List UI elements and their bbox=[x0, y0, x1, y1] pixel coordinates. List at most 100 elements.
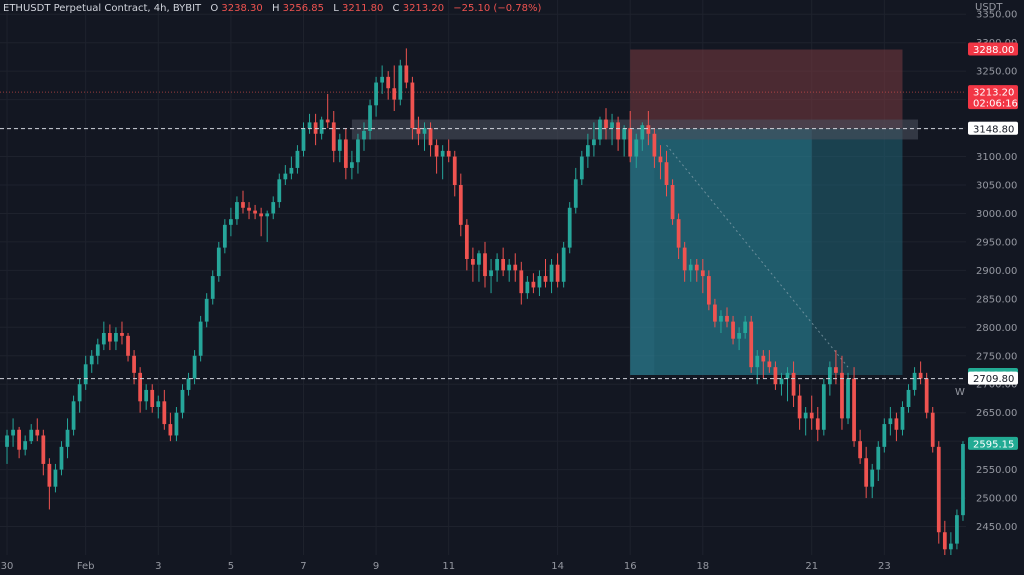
price-tag: 2709.80 bbox=[968, 371, 1018, 385]
time-tick-label: 16 bbox=[624, 561, 637, 572]
candle-body bbox=[797, 395, 802, 419]
legend-header: ETHUSDT Perpetual Contract, 4h, BYBIT O … bbox=[3, 3, 541, 14]
candle-body bbox=[555, 264, 560, 282]
candle-body bbox=[942, 532, 947, 550]
candle-body bbox=[676, 219, 681, 248]
candle-body bbox=[894, 418, 899, 430]
candle-body bbox=[416, 128, 421, 134]
candle-body bbox=[77, 384, 82, 402]
price-tick-label: 2500.00 bbox=[976, 494, 1017, 505]
price-tick-label: 2700.00 bbox=[976, 380, 1017, 391]
price-tag-value: 2709.80 bbox=[973, 374, 1014, 385]
candle-body bbox=[180, 389, 185, 413]
candle-body bbox=[585, 145, 590, 157]
candle-body bbox=[592, 139, 596, 146]
time-tick-label: 7 bbox=[300, 561, 306, 572]
candle-body bbox=[47, 463, 52, 487]
candle-body bbox=[549, 264, 554, 282]
candle-body bbox=[821, 384, 826, 430]
candle-body bbox=[858, 441, 862, 459]
candle-body bbox=[452, 156, 457, 185]
candle-body bbox=[101, 333, 106, 345]
candle-body bbox=[900, 407, 905, 430]
candle-body bbox=[53, 469, 58, 487]
candle-body bbox=[664, 162, 669, 185]
candle-body bbox=[301, 128, 306, 151]
candle-body bbox=[156, 401, 161, 407]
candle-body bbox=[138, 372, 143, 402]
candle-body bbox=[779, 378, 784, 385]
candle-body bbox=[434, 145, 439, 157]
stop-loss-zone bbox=[630, 49, 903, 129]
candle-body bbox=[404, 65, 409, 83]
candle-body bbox=[11, 429, 15, 436]
candle-body bbox=[35, 429, 40, 436]
price-tick-label: 3000.00 bbox=[976, 209, 1017, 220]
candle-body bbox=[767, 361, 772, 368]
price-tag-value: 3148.80 bbox=[973, 124, 1014, 135]
candle-body bbox=[356, 139, 360, 163]
candle-body bbox=[464, 224, 469, 259]
candle-body bbox=[924, 378, 929, 413]
candle-body bbox=[277, 179, 282, 203]
candle-body bbox=[198, 321, 203, 356]
candle-body bbox=[955, 515, 959, 544]
time-axis[interactable]: 30 Feb 3 5 7 9 11 14 16 18 21 23 bbox=[1, 561, 891, 572]
candle-body bbox=[108, 333, 112, 342]
candle-body bbox=[537, 276, 542, 288]
price-tick-label: 2550.00 bbox=[976, 465, 1017, 476]
candle-body bbox=[489, 270, 493, 277]
change-value: −25.10 (−0.78%) bbox=[453, 3, 541, 14]
candle-body bbox=[882, 424, 887, 447]
high-value: 3256.85 bbox=[283, 3, 324, 14]
candle-body bbox=[428, 128, 433, 146]
candle-body bbox=[640, 125, 645, 140]
price-tick-label: 2800.00 bbox=[976, 323, 1017, 334]
candle-body bbox=[337, 139, 342, 151]
candle-body bbox=[815, 418, 820, 430]
candle-body bbox=[827, 367, 832, 385]
candle-body bbox=[29, 429, 34, 442]
price-tick-label: 3250.00 bbox=[976, 67, 1017, 78]
price-tick-label: 3350.00 bbox=[976, 10, 1017, 21]
candle-body bbox=[846, 378, 850, 419]
candle-body bbox=[483, 253, 487, 277]
price-tag-bg bbox=[968, 371, 1018, 385]
time-tick-label: 18 bbox=[696, 561, 709, 572]
candle-body bbox=[132, 355, 136, 373]
candle-body bbox=[912, 372, 917, 390]
candle-body bbox=[864, 458, 869, 487]
candle-body bbox=[89, 355, 94, 365]
candle-body bbox=[513, 264, 518, 271]
symbol-title: ETHUSDT Perpetual Contract, 4h, BYBIT bbox=[3, 3, 202, 14]
candle-body bbox=[386, 76, 391, 89]
price-tag-value: 3213.20 bbox=[973, 88, 1014, 99]
w-marker: W bbox=[955, 387, 965, 398]
candle-body bbox=[918, 372, 923, 379]
candle-body bbox=[71, 401, 76, 430]
price-tag-value: 3288.00 bbox=[973, 45, 1014, 56]
candle-body bbox=[519, 270, 524, 294]
candle-body bbox=[652, 133, 657, 157]
candle-body bbox=[247, 207, 251, 211]
candle-body bbox=[126, 335, 130, 356]
candle-body bbox=[628, 128, 633, 157]
candle-body bbox=[646, 125, 651, 134]
candle-body bbox=[719, 315, 723, 322]
candle-body bbox=[658, 156, 663, 163]
candle-body bbox=[114, 333, 118, 342]
candle-series bbox=[5, 48, 965, 555]
price-tick-label: 3100.00 bbox=[976, 152, 1017, 163]
candle-body bbox=[870, 469, 875, 487]
price-tags: 3288.003213.2002:06:163149.003148.802716… bbox=[968, 42, 1018, 450]
candle-body bbox=[343, 139, 348, 168]
candle-body bbox=[380, 76, 385, 83]
candle-body bbox=[725, 315, 729, 322]
candle-body bbox=[83, 364, 88, 385]
time-tick-label: 21 bbox=[805, 561, 818, 572]
candle-body bbox=[706, 276, 711, 305]
candle-body bbox=[948, 543, 953, 550]
price-tag: 2595.15 bbox=[968, 436, 1018, 450]
open-label: O bbox=[210, 3, 218, 14]
